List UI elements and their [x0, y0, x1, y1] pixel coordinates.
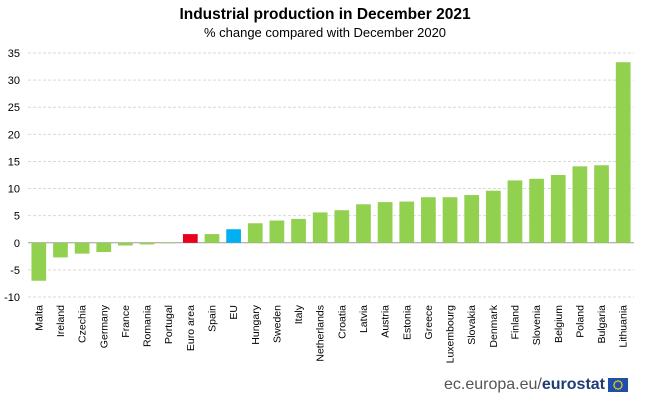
y-tick-label: 30 [8, 75, 20, 87]
bar-france [118, 242, 133, 246]
x-tick-label: Ireland [55, 305, 67, 337]
x-tick-label: Germany [98, 304, 110, 348]
bar-finland [507, 180, 523, 243]
y-tick-label: 5 [14, 211, 20, 223]
bar-euro-area [182, 234, 198, 243]
x-tick-label: Hungary [250, 304, 262, 344]
x-tick-label: EU [228, 305, 240, 320]
x-tick-label: Romania [142, 305, 154, 347]
bar-czechia [74, 242, 90, 254]
x-tick-label: Sweden [271, 305, 283, 343]
x-tick-label: Poland [574, 305, 586, 338]
x-tick-label: Netherlands [315, 305, 327, 362]
x-tick-label: Spain [206, 305, 218, 332]
x-tick-label: Slovenia [531, 305, 543, 345]
y-tick-label: 0 [14, 238, 20, 250]
bar-denmark [485, 190, 501, 243]
bar-estonia [399, 201, 415, 243]
x-tick-label: Lithuania [618, 305, 630, 348]
bar-greece [421, 197, 436, 243]
bar-slovenia [529, 178, 544, 243]
x-tick-label: Latvia [358, 305, 370, 333]
chart-title: Industrial production in December 2021 [179, 6, 471, 23]
chart-subtitle: % change compared with December 2020 [203, 25, 447, 40]
footer-brand: eurostat [541, 376, 605, 393]
bar-germany [96, 242, 112, 252]
y-tick-label: 20 [8, 129, 20, 141]
bars [31, 62, 631, 281]
x-tick-label: Czechia [77, 305, 89, 343]
bar-italy [291, 218, 306, 243]
bar-sweden [269, 220, 285, 243]
x-axis-ticks: Malta Ireland Czechia Germany France Romania P… [33, 304, 629, 363]
bar-latvia [356, 204, 371, 243]
source-footer: ec.europa.eu/eurostat [444, 376, 628, 394]
y-tick-label: 15 [8, 156, 20, 168]
y-axis-ticks: -10 -5 0 5 10 15 20 25 30 35 [4, 48, 20, 304]
y-tick-label: -10 [4, 292, 20, 304]
y-tick-label: 35 [8, 48, 20, 60]
x-tick-label: Greece [423, 305, 435, 340]
bar-eu [226, 229, 241, 243]
bar-portugal [161, 242, 177, 244]
bar-bulgaria [594, 165, 609, 243]
bar-ireland [53, 242, 68, 258]
bar-romania [139, 242, 155, 245]
bar-belgium [550, 175, 566, 243]
bar-spain [204, 234, 220, 243]
y-tick-label: -5 [10, 265, 20, 277]
x-tick-label: Estonia [401, 305, 413, 340]
y-tick-label: 10 [8, 184, 20, 196]
bar-hungary [247, 223, 263, 243]
x-tick-label: Luxembourg [445, 305, 457, 364]
x-tick-label: Finland [509, 305, 521, 340]
x-tick-label: Portugal [163, 305, 175, 344]
eu-flag-icon [608, 378, 628, 392]
bar-lithuania [615, 62, 631, 243]
y-tick-label: 25 [8, 102, 20, 114]
x-tick-label: Malta [33, 305, 45, 331]
bar-austria [377, 202, 393, 243]
x-tick-label: Italy [293, 304, 305, 324]
x-tick-label: Austria [380, 305, 392, 338]
x-tick-label: Croatia [336, 305, 348, 339]
bar-poland [572, 166, 588, 243]
bar-slovakia [464, 195, 480, 243]
bar-croatia [334, 210, 350, 243]
x-tick-label: France [120, 305, 132, 338]
x-tick-label: Denmark [488, 304, 500, 347]
x-tick-label: Slovakia [466, 305, 478, 345]
x-tick-label: Bulgaria [596, 305, 608, 344]
bar-luxembourg [442, 197, 458, 243]
x-tick-label: Euro area [185, 305, 197, 351]
footer-domain: ec.europa.eu/ [444, 376, 542, 393]
grid-lines [28, 52, 634, 298]
bar-malta [31, 242, 47, 281]
x-tick-label: Belgium [553, 305, 565, 343]
bar-netherlands [312, 212, 328, 243]
